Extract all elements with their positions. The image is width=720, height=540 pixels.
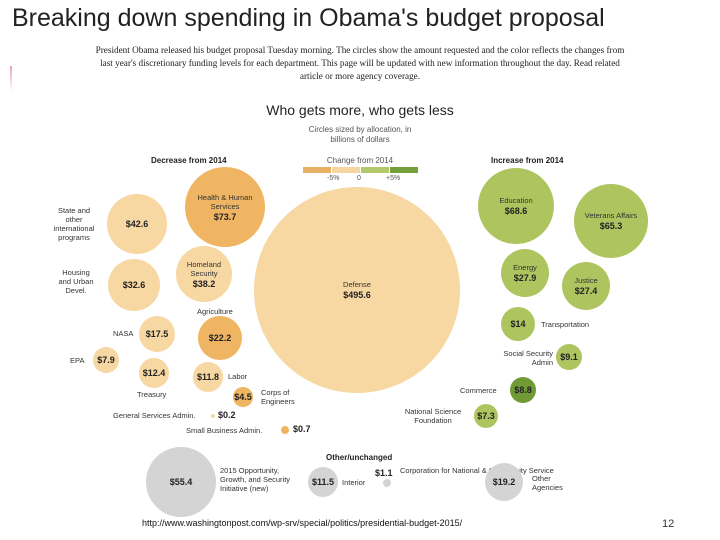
bubble[interactable]: $9.1 — [556, 344, 582, 370]
group-heading-decrease: Decrease from 2014 — [151, 156, 227, 165]
bubble-value: $68.6 — [504, 206, 528, 216]
bubble[interactable]: $14 — [501, 307, 535, 341]
bubble[interactable]: Defense $495.6 — [254, 187, 460, 393]
bubble-label: Veterans Affairs — [584, 211, 638, 220]
bubble-label: Homeland Security — [186, 259, 222, 278]
bubble[interactable]: $7.9 — [93, 347, 119, 373]
legend-label: 0 — [357, 175, 361, 182]
bubble[interactable]: $22.2 — [198, 316, 242, 360]
bubble[interactable]: $11.5 — [308, 467, 338, 497]
legend-swatch — [332, 167, 360, 173]
bubble[interactable]: Energy $27.9 — [501, 249, 549, 297]
bubble-value: $11.5 — [311, 476, 335, 487]
bubble-label: Defense — [343, 280, 371, 289]
chart-note: Circles sized by allocation, in billions… — [0, 125, 720, 145]
legend-swatch — [390, 167, 418, 173]
bubble[interactable]: $12.4 — [139, 358, 169, 388]
bubble-label: Agriculture — [197, 307, 233, 316]
bubble-value: $4.5 — [234, 391, 252, 402]
bubble-label: Interior — [342, 478, 366, 487]
bubble-label: NASA — [113, 329, 134, 338]
legend-swatch — [303, 167, 331, 173]
bubble-label: Small Business Admin. — [186, 426, 263, 435]
bubble-value: $55.4 — [169, 476, 193, 487]
bubble-value: $27.9 — [513, 273, 537, 283]
bubble-label: Labor — [228, 372, 248, 381]
bubble[interactable]: $55.4 — [146, 447, 216, 517]
bubble-label: National Science Foundation — [404, 407, 462, 425]
bubble[interactable]: $42.6 — [107, 194, 167, 254]
bubble[interactable]: $4.5 — [233, 387, 253, 407]
legend-swatch — [361, 167, 389, 173]
bubble-value: $9.1 — [560, 351, 578, 362]
bubble-label: Housing and Urban Devel. — [58, 268, 94, 295]
bubble[interactable]: $32.6 — [108, 259, 160, 311]
bubble-value: $495.6 — [343, 290, 371, 300]
bubble[interactable]: Justice $27.4 — [562, 262, 610, 310]
bubble-value: $65.3 — [599, 221, 623, 231]
bubble[interactable] — [281, 426, 289, 434]
slide-title: Breaking down spending in Obama's budget… — [12, 4, 605, 32]
bubble-value: $17.5 — [145, 328, 169, 339]
bubble-value: $7.3 — [477, 410, 495, 421]
bubble[interactable]: Education $68.6 — [478, 168, 554, 244]
bubble-label: EPA — [70, 356, 85, 365]
bubble-label: Treasury — [137, 390, 167, 399]
bubble-value: $0.7 — [293, 424, 311, 434]
bubble-value: $8.8 — [514, 384, 532, 395]
bubble-label: Transportation — [541, 320, 590, 329]
page-number: 12 — [662, 518, 675, 530]
bubble-label: Other Agencies — [532, 474, 563, 492]
bubble-value: $19.2 — [492, 476, 516, 487]
legend-label: +5% — [386, 175, 401, 182]
bubble[interactable] — [211, 414, 215, 418]
decorative-mark — [10, 66, 12, 92]
bubble-value: $11.8 — [196, 371, 220, 382]
bubble[interactable]: $17.5 — [139, 316, 175, 352]
bubble-value: $0.2 — [218, 410, 236, 420]
bubble-label: Justice — [574, 276, 598, 285]
bubble-label: Commerce — [460, 386, 497, 395]
bubble-label: Education — [499, 196, 533, 205]
bubble[interactable]: $11.8 — [193, 362, 223, 392]
bubble[interactable]: $19.2 — [485, 463, 523, 501]
bubble-label: Energy — [513, 263, 537, 272]
group-heading-other: Other/unchanged — [326, 453, 393, 462]
bubble-value: $14 — [510, 318, 526, 329]
bubble[interactable]: Homeland Security $38.2 — [176, 246, 232, 302]
bubble-value: $27.4 — [574, 286, 598, 296]
bubble-label: Social Security Admin — [503, 349, 553, 367]
bubble-value: $38.2 — [192, 278, 216, 289]
chart-title: Who gets more, who gets less — [266, 102, 454, 118]
bubble-label: General Services Admin. — [113, 411, 196, 420]
group-heading-increase: Increase from 2014 — [491, 156, 564, 165]
bubble-value: $42.6 — [125, 218, 149, 229]
bubble-value: $32.6 — [122, 279, 146, 290]
bubble-value: $12.4 — [142, 367, 166, 378]
bubble[interactable]: Health & Human Services $73.7 — [185, 167, 265, 247]
bubble-label: 2015 Opportunity, Growth, and Security I… — [220, 466, 291, 493]
legend-title: Change from 2014 — [326, 156, 394, 165]
bubble-label: Corporation for National & Community Ser… — [400, 466, 554, 475]
bubble-value: $1.1 — [375, 468, 393, 478]
bubble[interactable] — [383, 479, 391, 487]
bubble[interactable]: $7.3 — [474, 404, 498, 428]
bubble-value: $73.7 — [213, 211, 237, 222]
source-url[interactable]: http://www.washingtonpost.com/wp-srv/spe… — [142, 518, 463, 528]
bubble-value: $7.9 — [97, 354, 115, 365]
chart-note-text: Circles sized by allocation, in billions… — [308, 125, 412, 144]
bubble-label: Health & Human Services — [197, 192, 253, 211]
legend-label: -5% — [327, 175, 340, 182]
bubble[interactable]: $8.8 — [510, 377, 536, 403]
intro-text: President Obama released his budget prop… — [95, 45, 625, 81]
bubble-value: $22.2 — [208, 332, 232, 343]
bubble-label: State and other international programs — [53, 206, 95, 242]
bubble-label: Corps of Engineers — [261, 388, 295, 406]
bubble[interactable]: Veterans Affairs $65.3 — [574, 184, 648, 258]
